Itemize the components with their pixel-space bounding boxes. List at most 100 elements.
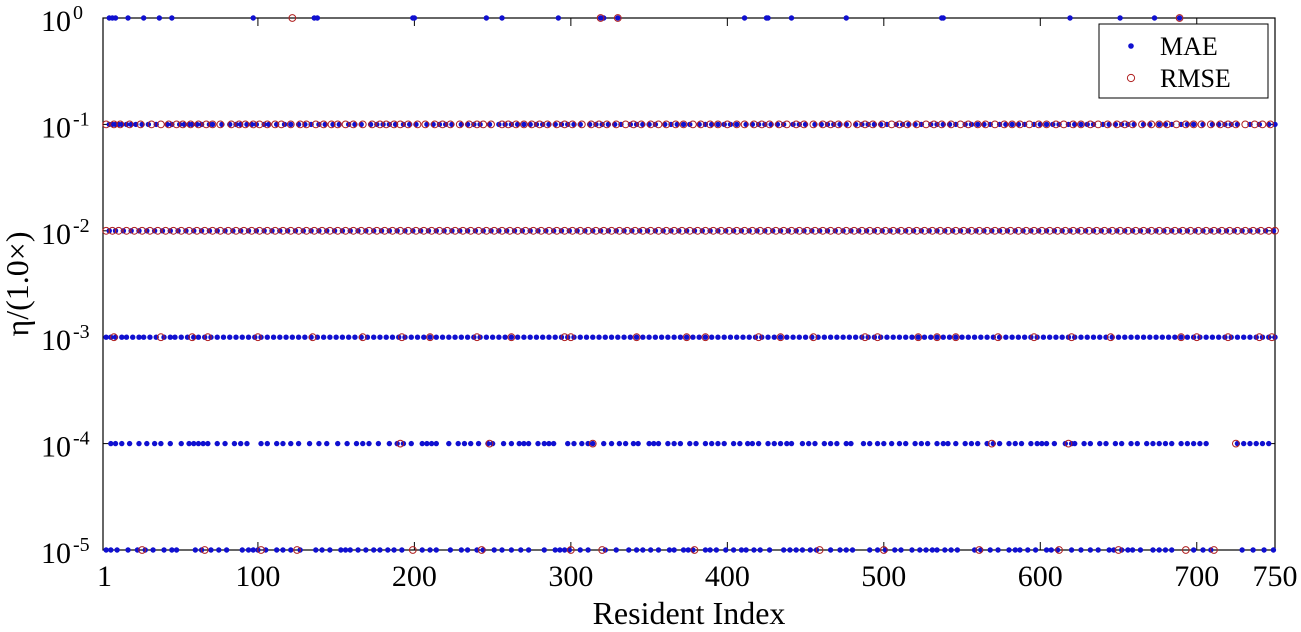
mae-point	[1118, 440, 1125, 447]
rmse-point	[879, 546, 888, 554]
rmse-point	[904, 226, 913, 235]
mae-point	[386, 440, 393, 447]
mae-point	[1250, 547, 1256, 553]
mae-point	[1040, 334, 1047, 340]
plot-frame	[102, 17, 1276, 551]
rmse-point	[560, 226, 569, 235]
rmse-point	[125, 120, 134, 129]
mae-point	[702, 440, 709, 447]
rmse-point	[1069, 226, 1078, 235]
rmse-point	[1131, 226, 1140, 235]
mae-point	[677, 334, 684, 340]
x-tick-label: 100	[235, 560, 280, 593]
mae-point	[103, 334, 109, 340]
mae-point	[375, 440, 382, 447]
rmse-point	[693, 226, 702, 235]
mae-point	[671, 334, 677, 340]
rmse-point	[682, 333, 691, 342]
rmse-point	[293, 546, 301, 554]
rmse-point	[412, 226, 420, 235]
rmse-point	[623, 226, 632, 235]
rmse-point	[1094, 120, 1103, 129]
rmse-point	[1086, 120, 1095, 129]
mae-point	[996, 440, 1003, 447]
mae-point	[345, 334, 352, 340]
rmse-point	[912, 226, 921, 235]
rmse-point	[1231, 120, 1240, 129]
rmse-point	[466, 226, 475, 235]
rmse-point	[136, 120, 145, 129]
mae-point	[108, 547, 114, 553]
mae-point	[452, 334, 458, 340]
mae-point	[377, 334, 383, 340]
rmse-point	[679, 120, 688, 129]
mae-point	[917, 547, 923, 553]
mae-point	[1156, 547, 1162, 553]
mae-point	[755, 440, 762, 447]
mae-point	[1009, 121, 1015, 128]
mae-point	[288, 440, 294, 447]
mae-point	[1034, 440, 1040, 447]
mae-point	[693, 440, 699, 447]
rmse-point	[537, 226, 546, 235]
rmse-point	[912, 120, 921, 129]
mae-point	[483, 15, 490, 21]
mae-point	[200, 440, 206, 447]
mae-point	[655, 547, 662, 553]
mae-point	[461, 440, 468, 447]
mae-point	[968, 440, 975, 447]
mae-point	[428, 440, 435, 447]
mae-point	[929, 547, 936, 553]
y-tick-exponent: -1	[73, 108, 90, 130]
mae-point	[655, 440, 662, 447]
rmse-point	[426, 333, 434, 342]
mae-point	[192, 547, 199, 553]
rmse-point	[1249, 226, 1257, 235]
mae-point	[640, 547, 646, 553]
mae-point	[1059, 334, 1065, 340]
rmse-point	[1192, 333, 1201, 342]
rmse-point	[881, 226, 890, 235]
rmse-point	[108, 226, 117, 235]
rmse-point	[116, 120, 125, 129]
mae-point	[419, 547, 425, 553]
mae-point	[874, 440, 881, 447]
mae-point	[289, 334, 296, 340]
mae-point	[1270, 547, 1277, 553]
rmse-point	[397, 333, 406, 342]
rmse-point	[787, 226, 796, 235]
mae-point	[787, 547, 793, 553]
rmse-point	[529, 226, 538, 235]
mae-point	[1117, 15, 1123, 21]
mae-point	[827, 334, 834, 340]
mae-point	[167, 334, 173, 340]
mae-point	[1106, 547, 1112, 553]
rmse-point	[809, 120, 818, 129]
mae-point	[499, 15, 505, 21]
mae-point	[1143, 440, 1150, 447]
rmse-point	[776, 333, 785, 342]
mae-point	[867, 440, 873, 447]
mae-point	[953, 334, 959, 340]
mae-point	[635, 440, 641, 447]
rmse-point	[396, 120, 405, 129]
mae-point	[237, 440, 244, 447]
rmse-point	[390, 120, 398, 129]
rmse-point	[485, 439, 494, 448]
rmse-point	[1177, 333, 1186, 342]
rmse-point	[670, 226, 679, 235]
mae-point	[1176, 15, 1183, 21]
mae-point	[1137, 547, 1144, 553]
rmse-point	[998, 226, 1007, 235]
mae-point	[1087, 547, 1094, 553]
rmse-point	[271, 226, 280, 235]
rmse-point	[302, 226, 311, 235]
mae-point	[140, 334, 147, 340]
mae-point	[320, 334, 327, 340]
rmse-point	[792, 120, 801, 129]
mae-point	[464, 334, 471, 340]
rmse-point	[951, 333, 960, 342]
mae-point	[896, 334, 903, 340]
rmse-point	[612, 120, 621, 129]
